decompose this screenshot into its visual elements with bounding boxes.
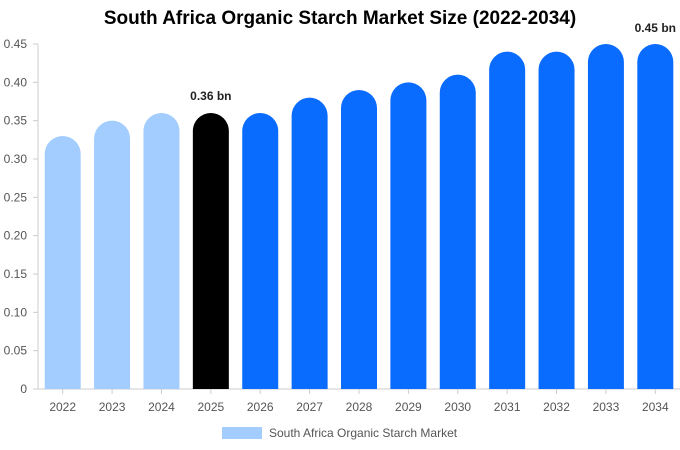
x-tick-label: 2031 — [494, 400, 521, 414]
legend-label: South Africa Organic Starch Market — [269, 426, 458, 440]
bar-2023 — [94, 120, 131, 389]
chart-title: South Africa Organic Starch Market Size … — [103, 8, 577, 29]
y-tick-label: 0 — [20, 382, 27, 396]
bar-2026 — [242, 113, 279, 389]
y-tick-label: 0.25 — [4, 190, 28, 204]
data-label-2034: 0.45 bn — [635, 21, 676, 35]
x-tick-label: 2029 — [395, 400, 422, 414]
y-tick-label: 0.10 — [4, 305, 28, 319]
x-tick-label: 2026 — [247, 400, 274, 414]
y-tick-label: 0.30 — [4, 152, 28, 166]
y-tick-label: 0.40 — [4, 75, 28, 89]
x-tick-label: 2027 — [296, 400, 323, 414]
x-tick-label: 2034 — [642, 400, 669, 414]
y-tick-label: 0.15 — [4, 267, 28, 281]
bar-2025 — [192, 113, 229, 389]
bar-2028 — [341, 90, 377, 389]
bar-2032 — [538, 51, 575, 390]
x-tick-label: 2032 — [543, 400, 570, 414]
x-tick-label: 2024 — [148, 400, 175, 414]
x-tick-label: 2030 — [444, 400, 471, 414]
bar-2029 — [390, 82, 427, 389]
x-tick-label: 2028 — [346, 400, 373, 414]
y-tick-label: 0.45 — [4, 37, 28, 51]
legend-swatch — [222, 427, 262, 439]
x-tick-label: 2022 — [49, 400, 76, 414]
y-tick-label: 0.05 — [4, 344, 28, 358]
bar-2031 — [489, 51, 526, 389]
bar-2033 — [587, 44, 624, 389]
bar-2030 — [439, 74, 476, 390]
data-label-2025: 0.36 bn — [190, 89, 231, 103]
bar-2027 — [291, 97, 328, 390]
y-tick-label: 0.35 — [4, 114, 28, 128]
bar-2034 — [637, 44, 674, 389]
x-tick-label: 2025 — [197, 400, 224, 414]
bar-2022 — [44, 136, 81, 389]
bar-2024 — [143, 113, 180, 389]
x-tick-label: 2023 — [99, 400, 126, 414]
x-tick-label: 2033 — [593, 400, 620, 414]
y-tick-label: 0.20 — [4, 229, 28, 243]
